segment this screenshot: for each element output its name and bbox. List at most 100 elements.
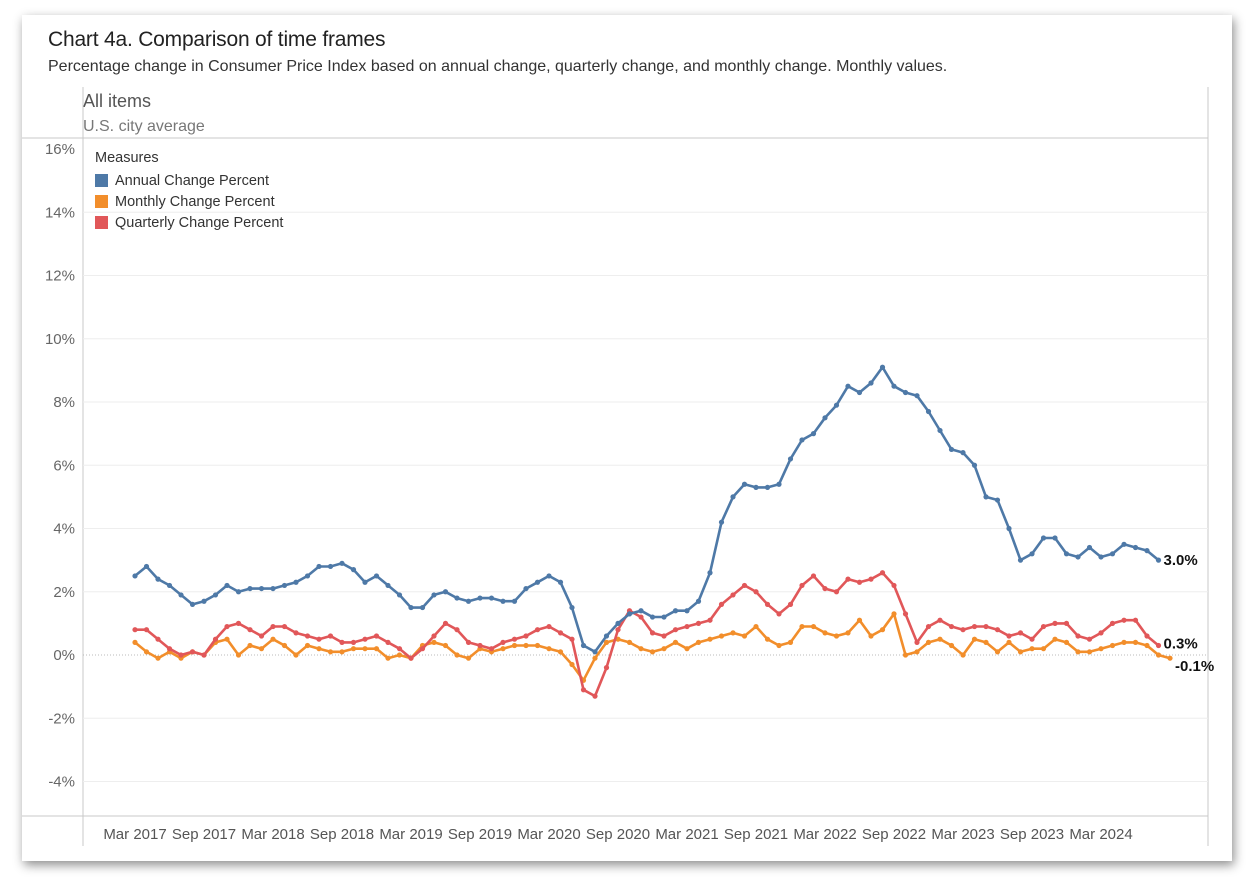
data-point [1098, 630, 1104, 636]
legend-swatch-quarterly [95, 216, 108, 229]
data-point [661, 646, 667, 652]
data-point [707, 617, 713, 623]
data-point [350, 567, 357, 573]
data-point [270, 585, 276, 592]
data-point [281, 642, 288, 649]
data-point [856, 389, 863, 396]
panel-title: All items [83, 91, 152, 111]
data-point [1017, 557, 1024, 563]
data-point [546, 623, 552, 630]
data-point [488, 595, 495, 601]
data-point [822, 415, 828, 421]
data-point [833, 633, 840, 639]
data-point [661, 614, 667, 620]
data-point [695, 620, 702, 626]
y-tick-label: 16% [45, 141, 75, 158]
data-point [776, 481, 782, 487]
data-point [270, 636, 276, 642]
data-point [856, 617, 863, 623]
data-point [799, 437, 805, 443]
data-point [776, 611, 782, 617]
data-point [1086, 636, 1093, 642]
data-point [845, 383, 851, 389]
data-point [810, 573, 817, 579]
data-point [1098, 554, 1104, 560]
data-point [327, 649, 334, 655]
data-point [477, 595, 483, 601]
data-point [488, 646, 495, 652]
data-point [925, 623, 932, 630]
data-point [638, 614, 644, 620]
data-point [833, 402, 840, 408]
data-point [1075, 554, 1081, 560]
data-point [1109, 620, 1116, 626]
data-point [1144, 548, 1150, 554]
data-point [891, 582, 897, 589]
data-point [373, 633, 380, 639]
data-point [868, 633, 874, 639]
data-point [1075, 633, 1081, 639]
x-tick-label: Sep 2020 [586, 826, 650, 843]
data-point [385, 655, 391, 661]
legend-item-monthly[interactable]: Monthly Change Percent [95, 191, 283, 212]
data-point [339, 649, 345, 655]
y-tick-label: 14% [45, 204, 75, 221]
data-point [879, 627, 886, 633]
data-point [753, 589, 759, 595]
data-point [1006, 633, 1012, 639]
x-tick-label: Mar 2021 [655, 826, 718, 843]
data-point [960, 652, 966, 658]
data-point [247, 642, 253, 649]
data-point [132, 573, 138, 579]
legend-item-annual[interactable]: Annual Change Percent [95, 170, 283, 191]
data-point [1109, 551, 1116, 557]
data-point [327, 563, 334, 570]
data-point [1121, 617, 1127, 623]
data-point [511, 636, 518, 642]
data-point [753, 623, 759, 630]
data-point [925, 408, 932, 415]
data-point [592, 693, 598, 699]
data-point [868, 576, 874, 582]
data-point [166, 582, 173, 589]
data-point [442, 589, 449, 595]
data-point [293, 579, 299, 585]
data-point [971, 623, 978, 630]
data-point [718, 601, 725, 608]
data-point [1006, 525, 1012, 532]
data-point [615, 620, 621, 626]
data-point [914, 649, 920, 655]
data-point [396, 592, 403, 598]
data-point [534, 579, 541, 585]
data-point [258, 633, 265, 639]
data-point [316, 636, 322, 642]
data-point [925, 639, 932, 645]
data-point [431, 639, 437, 645]
data-point [753, 484, 759, 490]
data-point [764, 484, 771, 490]
data-point [419, 604, 426, 611]
data-point [1040, 646, 1047, 652]
legend-label-quarterly: Quarterly Change Percent [115, 214, 284, 231]
data-point [523, 633, 529, 639]
data-point [1144, 642, 1150, 649]
data-point [1121, 639, 1127, 645]
data-point [155, 576, 161, 582]
data-point [1144, 633, 1150, 639]
data-point [764, 601, 771, 608]
y-tick-label: -4% [48, 774, 75, 791]
data-point [408, 655, 414, 661]
data-point [132, 639, 138, 645]
data-point [971, 462, 978, 468]
data-point [776, 642, 782, 649]
data-point [143, 563, 150, 570]
data-point [546, 646, 552, 652]
data-point [396, 646, 403, 652]
data-point [799, 623, 805, 630]
data-point [983, 623, 989, 630]
legend-label-annual: Annual Change Percent [115, 172, 269, 189]
data-point [626, 639, 633, 645]
data-point [638, 646, 644, 652]
data-point [189, 649, 196, 655]
legend-item-quarterly[interactable]: Quarterly Change Percent [95, 212, 283, 233]
